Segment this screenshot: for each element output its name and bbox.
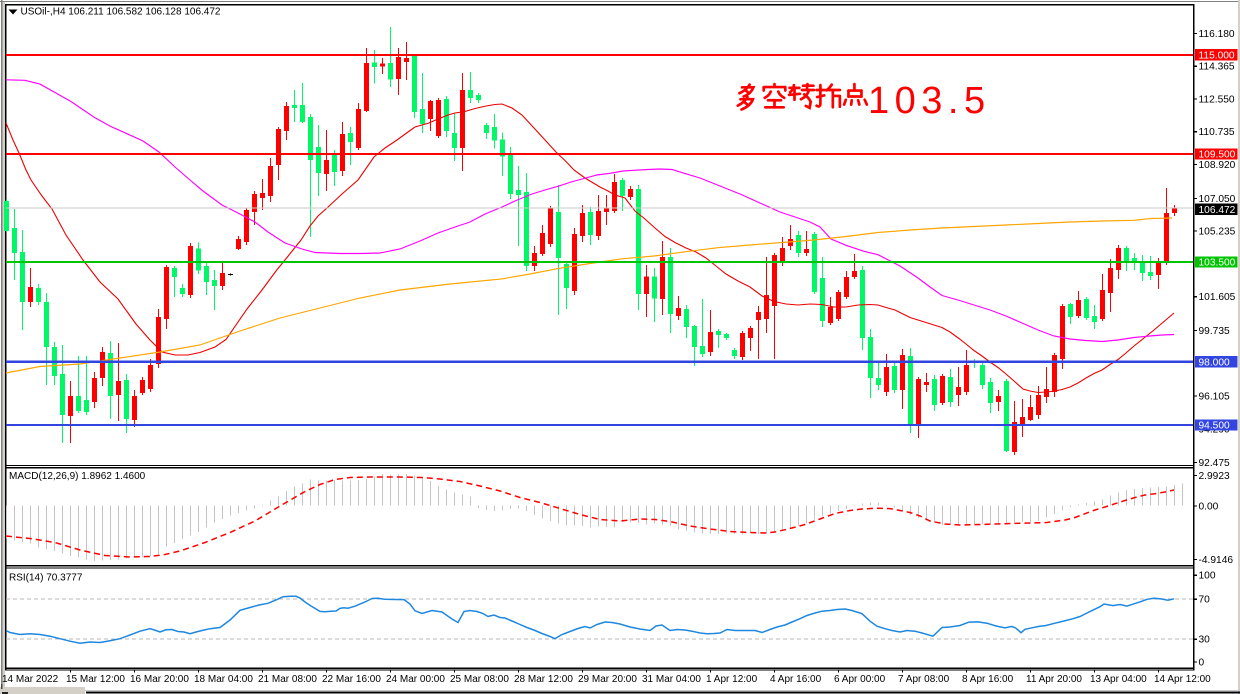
svg-text:99.735: 99.735: [1199, 326, 1230, 337]
svg-text:21 Mar 08:00: 21 Mar 08:00: [258, 674, 317, 685]
svg-text:25 Mar 08:00: 25 Mar 08:00: [450, 674, 509, 685]
svg-text:110.735: 110.735: [1199, 127, 1235, 138]
svg-text:-4.9146: -4.9146: [1199, 555, 1234, 566]
svg-text:16 Mar 20:00: 16 Mar 20:00: [130, 674, 189, 685]
svg-text:8 Apr 16:00: 8 Apr 16:00: [962, 674, 1014, 685]
svg-text:24 Mar 00:00: 24 Mar 00:00: [386, 674, 445, 685]
svg-text:1 Apr 12:00: 1 Apr 12:00: [706, 674, 758, 685]
svg-text:98.000: 98.000: [1199, 357, 1230, 368]
svg-text:114.365: 114.365: [1199, 62, 1235, 73]
svg-text:RSI(14) 70.3777: RSI(14) 70.3777: [9, 573, 83, 584]
svg-text:107.050: 107.050: [1199, 194, 1236, 205]
svg-text:105.235: 105.235: [1199, 227, 1236, 238]
svg-text:6 Apr 00:00: 6 Apr 00:00: [834, 674, 886, 685]
svg-text:30: 30: [1199, 635, 1211, 646]
svg-text:4 Apr 16:00: 4 Apr 16:00: [770, 674, 822, 685]
svg-text:108.920: 108.920: [1199, 160, 1236, 171]
svg-text:7 Apr 08:00: 7 Apr 08:00: [898, 674, 950, 685]
svg-text:112.550: 112.550: [1199, 94, 1235, 105]
svg-text:2.9923: 2.9923: [1199, 471, 1230, 482]
svg-text:103.500: 103.500: [1199, 258, 1236, 269]
svg-text:29 Mar 20:00: 29 Mar 20:00: [578, 674, 637, 685]
svg-text:109.500: 109.500: [1199, 150, 1236, 161]
svg-text:14 Mar 2022: 14 Mar 2022: [2, 674, 59, 685]
svg-text:14 Apr 12:00: 14 Apr 12:00: [1154, 674, 1211, 685]
svg-text:13 Apr 04:00: 13 Apr 04:00: [1090, 674, 1147, 685]
svg-text:MACD(12,26,9) 1.8962 1.4600: MACD(12,26,9) 1.8962 1.4600: [9, 471, 146, 482]
svg-text:31 Mar 04:00: 31 Mar 04:00: [642, 674, 701, 685]
svg-text:USOil-,H4 106.211 106.582 106: USOil-,H4 106.211 106.582 106.128 106.47…: [21, 7, 221, 18]
svg-text:94.500: 94.500: [1199, 421, 1230, 432]
svg-text:116.180: 116.180: [1199, 29, 1235, 40]
svg-text:0.00: 0.00: [1199, 501, 1219, 512]
svg-text:101.605: 101.605: [1199, 292, 1236, 303]
svg-text:106.472: 106.472: [1199, 205, 1236, 216]
svg-text:92.475: 92.475: [1199, 458, 1230, 469]
svg-text:15 Mar 12:00: 15 Mar 12:00: [66, 674, 125, 685]
svg-text:22 Mar 16:00: 22 Mar 16:00: [322, 674, 381, 685]
svg-text:18 Mar 04:00: 18 Mar 04:00: [194, 674, 253, 685]
svg-text:100: 100: [1199, 571, 1216, 582]
svg-text:70: 70: [1199, 595, 1211, 606]
svg-text:0: 0: [1199, 657, 1205, 668]
svg-text:115.000: 115.000: [1199, 50, 1235, 61]
svg-text:28 Mar 12:00: 28 Mar 12:00: [514, 674, 573, 685]
svg-text:96.105: 96.105: [1199, 392, 1230, 403]
svg-text:103.5: 103.5: [868, 80, 991, 122]
svg-text:11 Apr 20:00: 11 Apr 20:00: [1026, 674, 1082, 685]
